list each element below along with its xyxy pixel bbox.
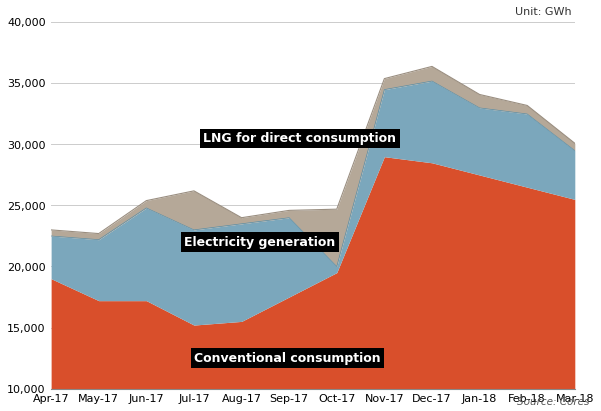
- Text: Source: Cores: Source: Cores: [517, 397, 589, 407]
- Text: Unit: GWh: Unit: GWh: [516, 7, 572, 17]
- Text: LNG for direct consumption: LNG for direct consumption: [204, 132, 397, 145]
- Text: Electricity generation: Electricity generation: [185, 236, 336, 249]
- Text: Conventional consumption: Conventional consumption: [194, 351, 380, 365]
